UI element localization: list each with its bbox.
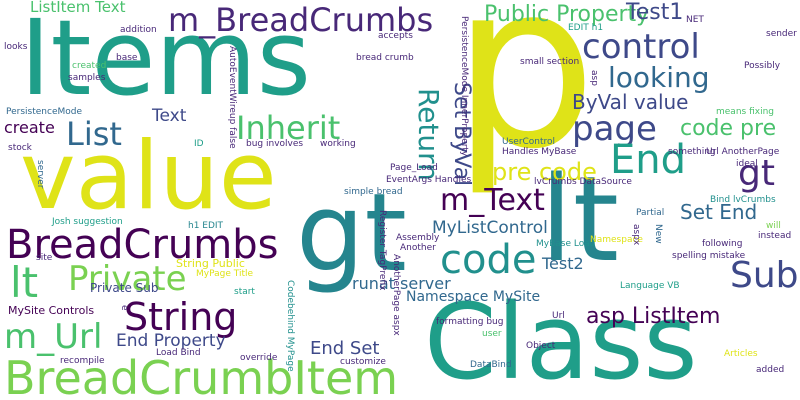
word: Object [526,342,555,351]
word: Set End [680,202,757,222]
word: Load Bind [156,349,201,358]
word: e [119,305,128,311]
word: Partial [636,209,664,218]
word: addition [120,26,157,35]
word: List [66,118,122,150]
word: NET [686,16,704,25]
word: customize [340,358,386,367]
word: Josh suggestion [52,218,123,227]
word: EventArgs Handles [386,176,471,185]
word: bug involves [246,140,303,149]
word: Handles MyBase [502,148,576,157]
word: server [35,160,44,189]
word: Url [552,312,565,321]
word: Test2 [542,256,584,272]
word: MyPage Title [196,270,253,279]
word: Assembly [396,234,439,243]
word: EDIT h1 [568,24,603,33]
word: small section [520,58,579,67]
word: ideal [736,160,758,169]
word: Namespace MySite [406,290,540,304]
word: Public Property [484,4,649,26]
word: PersistenceMode InnerProperty [459,16,468,156]
word: accepts [378,32,413,41]
word: Articles [724,350,758,359]
word: Text [152,108,186,125]
word: Sub [730,258,799,294]
word: stock [8,144,32,153]
word: code [440,240,536,280]
word: MyBase Load [536,240,595,249]
word: samples [68,74,105,83]
word: MyListControl [432,220,548,237]
word: added [756,366,784,375]
word: lvCrumbs DataSource [534,178,632,187]
word: code pre [680,118,776,140]
word: user [482,330,502,339]
word: Url AnotherPage [706,148,779,157]
word: asp ListItem [586,306,720,328]
word: Language VB [620,282,680,291]
word: instead [758,232,791,241]
word: simple bread [344,188,403,197]
word: ListItem Text [30,0,125,15]
word: recompile [60,357,105,366]
word: spelling mistake [672,252,745,261]
word: will [766,222,781,231]
word: formatting bug [436,318,503,327]
word: control [582,30,700,64]
word: working [320,140,356,149]
word: aspx [631,224,640,245]
word: End Set [310,340,380,358]
word: Page_Load [390,164,438,173]
word: ByVal value [572,92,688,112]
word: base [116,54,137,63]
word: create [4,120,55,136]
word: Bind lvCrumbs [710,196,776,205]
word: lt [10,262,38,304]
word: UserControl [502,138,555,147]
word: Possibly [744,62,780,71]
word: h1 EDIT [188,222,223,231]
word: String Public [176,258,245,269]
word: start [234,288,255,297]
word: created [72,62,106,71]
word: PersistenceMode [6,108,82,117]
word: site [36,254,52,263]
word: End [610,140,686,180]
word: New [653,224,662,244]
word: following [702,240,742,249]
word: Codebehind MyPage [285,280,294,372]
word: DataBind [470,361,512,370]
word: means fixing [716,108,774,117]
word: Register TagPrefix [377,210,386,290]
word: override [240,354,277,363]
word: sender [766,30,797,39]
word: ID [194,140,204,149]
word: AutoEventWireup false [227,46,236,149]
word: AnotherPage aspx [391,254,400,336]
word: Private Sub [90,282,159,294]
word: MySite Controls [8,305,94,316]
word: m_Text [440,186,545,216]
word: looking [608,64,710,92]
word: asp [589,70,598,86]
word: m_Url [4,320,102,354]
word: looks [4,43,27,52]
word: Another [400,244,436,253]
word: bread crumb [356,54,414,63]
word: Test1 [626,2,683,24]
